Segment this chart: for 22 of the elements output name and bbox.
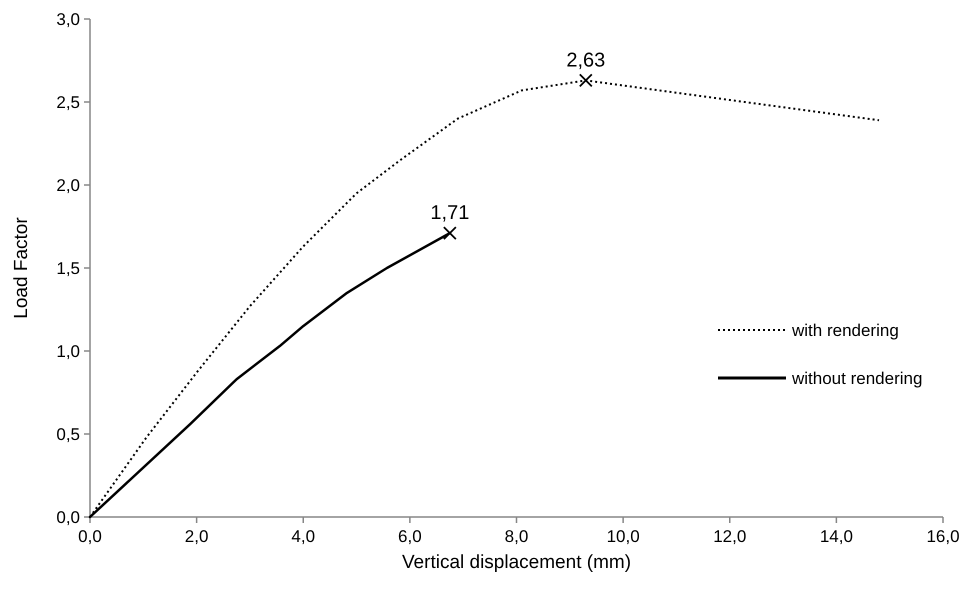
- data-label: 1,71: [430, 202, 470, 224]
- legend-label: without rendering: [791, 369, 922, 388]
- y-tick-label: 3,0: [56, 10, 80, 29]
- y-tick-label: 2,5: [56, 93, 80, 112]
- y-tick-label: 1,5: [56, 259, 80, 278]
- y-axis-title: Load Factor: [11, 216, 32, 319]
- x-tick-label: 14,0: [820, 527, 853, 546]
- x-tick-label: 6,0: [398, 527, 422, 546]
- x-tick-label: 0,0: [78, 527, 102, 546]
- x-tick-label: 2,0: [184, 527, 208, 546]
- y-tick-label: 2,0: [56, 176, 80, 195]
- y-tick-label: 0,0: [56, 508, 80, 527]
- y-tick-label: 1,0: [56, 342, 80, 361]
- x-tick-label: 10,0: [606, 527, 640, 546]
- x-tick-label: 8,0: [504, 527, 528, 546]
- legend-label: with rendering: [791, 321, 899, 340]
- data-label: 2,63: [566, 49, 606, 72]
- x-tick-label: 4,0: [291, 527, 316, 546]
- x-tick-label: 12,0: [713, 527, 746, 546]
- x-tick-label: 16,0: [926, 527, 960, 546]
- x-axis-title: Vertical displacement (mm): [402, 552, 632, 573]
- y-tick-label: 0,5: [56, 425, 80, 444]
